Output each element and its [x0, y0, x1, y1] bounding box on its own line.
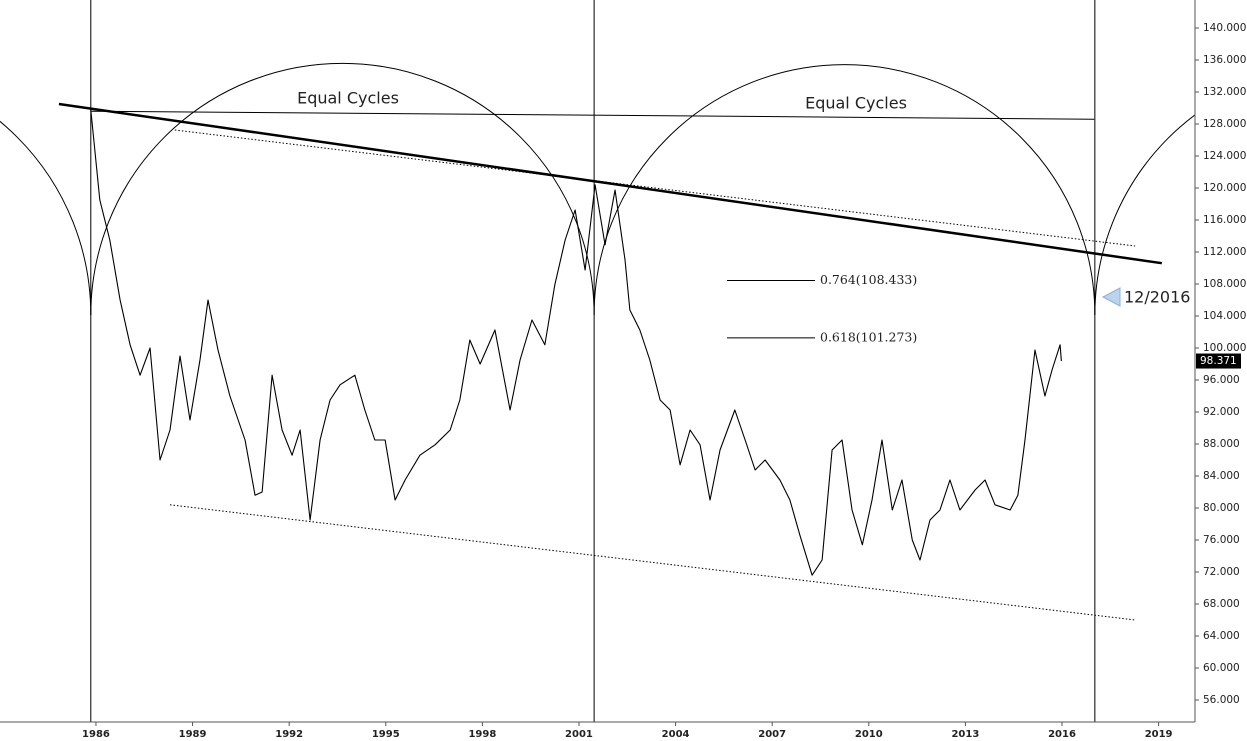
plot-area: [0, 0, 1195, 722]
x-tick-label: 1989: [179, 729, 207, 740]
y-tick-label: 100.000: [1203, 342, 1246, 354]
y-tick-label: 96.000: [1203, 374, 1240, 386]
x-tick-label: 2007: [758, 729, 786, 740]
y-tick-label: 80.000: [1203, 502, 1240, 514]
annotation: Equal Cycles: [805, 94, 907, 113]
y-tick-label: 120.000: [1203, 182, 1246, 194]
date-marker: [1101, 287, 1121, 307]
y-tick-label: 84.000: [1203, 470, 1240, 482]
last-price-tag: [1196, 353, 1241, 369]
trend-line: [90, 110, 1095, 120]
trend-line: [58, 102, 1163, 265]
y-tick-label: 132.000: [1203, 86, 1246, 98]
annotation: 12/2016: [1124, 288, 1190, 307]
x-tick-label: 2004: [662, 729, 690, 740]
x-tick-label: 2016: [1048, 729, 1076, 740]
x-tick-label: 2013: [951, 729, 979, 740]
x-tick-label: 2010: [855, 729, 883, 740]
cycle-arc: [0, 120, 92, 316]
y-tick-label: 76.000: [1203, 534, 1240, 546]
y-tick-label: 124.000: [1203, 150, 1246, 162]
fib-label: 0.618(101.273): [820, 329, 917, 344]
x-tick-label: 1986: [82, 729, 110, 740]
annotation: Equal Cycles: [297, 89, 399, 108]
y-tick-label: 140.000: [1203, 22, 1246, 34]
price-line: [90, 109, 1062, 576]
cycle-arc: [90, 62, 595, 316]
fib-label: 0.764(108.433): [820, 272, 917, 287]
y-tick-label: 128.000: [1203, 118, 1246, 130]
x-tick-label: 1995: [372, 729, 400, 740]
y-tick-label: 92.000: [1203, 406, 1240, 418]
y-tick-label: 64.000: [1203, 630, 1240, 642]
y-tick-label: 72.000: [1203, 566, 1240, 578]
last-price-label: 98.371: [1200, 355, 1237, 367]
y-tick-label: 104.000: [1203, 310, 1246, 322]
y-tick-label: 56.000: [1203, 694, 1240, 706]
y-tick-label: 88.000: [1203, 438, 1240, 450]
y-tick-label: 68.000: [1203, 598, 1240, 610]
y-tick-label: 108.000: [1203, 278, 1246, 290]
trend-line: [174, 129, 1136, 247]
y-tick-label: 112.000: [1203, 246, 1246, 258]
x-tick-label: 2019: [1145, 729, 1173, 740]
x-tick-label: 2001: [565, 729, 593, 740]
cycle-arc: [1094, 114, 1195, 316]
y-tick-label: 60.000: [1203, 662, 1240, 674]
y-tick-label: 136.000: [1203, 54, 1246, 66]
y-tick-label: 116.000: [1203, 214, 1246, 226]
trend-line: [169, 504, 1136, 621]
x-tick-label: 1998: [468, 729, 496, 740]
x-tick-label: 1992: [275, 729, 303, 740]
